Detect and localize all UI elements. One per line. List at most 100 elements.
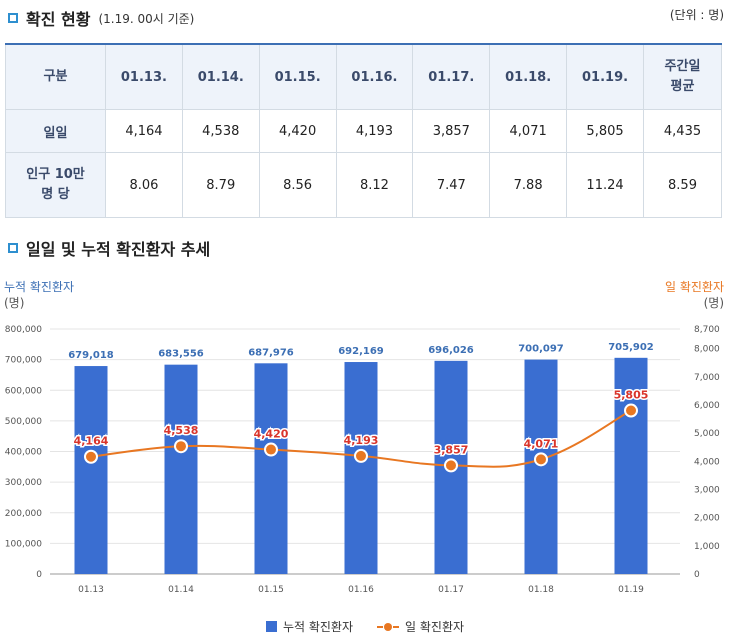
- table-cell: 11.24: [566, 152, 644, 218]
- right-axis-unit: (명): [703, 296, 724, 310]
- x-tick-label: 01.17: [438, 585, 464, 595]
- row-label: 인구 10만 명 당: [5, 152, 106, 218]
- square-bullet-icon: [8, 243, 18, 253]
- bar-data-label: 696,026: [428, 345, 474, 356]
- right-tick-label: 1,000: [694, 542, 720, 552]
- unit-label: (단위 : 명): [669, 8, 724, 22]
- bar-swatch-icon: [265, 621, 277, 632]
- left-tick-label: 300,000: [5, 478, 42, 488]
- line-data-label: 4,420: [254, 428, 289, 441]
- right-axis-name: 일 확진환자: [664, 280, 724, 294]
- section-subtitle: (1.19. 00시 기준): [98, 11, 195, 26]
- right-axis-title: 일 확진환자 (명): [665, 279, 724, 311]
- bar-cumulative: [74, 366, 108, 574]
- x-tick-label: 01.18: [528, 585, 554, 595]
- table-cell: 3,857: [412, 109, 491, 153]
- table-cell: 4,538: [181, 109, 260, 153]
- table-cell: 5,805: [566, 109, 644, 153]
- left-axis-name: 누적 확진환자: [4, 280, 75, 294]
- table-cell: 8.12: [335, 152, 414, 218]
- right-tick-label: 8,000: [694, 345, 720, 355]
- line-data-label: 5,805: [614, 389, 649, 402]
- section-title: 확진 현황: [26, 10, 91, 29]
- left-tick-label: 200,000: [5, 509, 42, 519]
- table-header-cell: 01.15.: [258, 43, 337, 110]
- line-data-label: 4,164: [74, 435, 109, 448]
- line-marker-icon: [377, 621, 400, 632]
- right-tick-label: 7,000: [694, 373, 720, 383]
- bar-cumulative: [164, 364, 198, 574]
- left-tick-label: 0: [36, 570, 42, 580]
- table-cell: 8.79: [181, 152, 260, 218]
- right-tick-label: 8,700: [694, 325, 720, 335]
- x-tick-label: 01.13: [78, 585, 104, 595]
- table-row: 일일 4,164 4,538 4,420 4,193 3,857 4,071 5…: [5, 109, 722, 153]
- section-header-trend: 일일 및 누적 확진환자 추세: [8, 236, 210, 260]
- line-point-daily: [444, 458, 458, 473]
- x-tick-label: 01.19: [618, 585, 644, 595]
- bar-cumulative: [524, 359, 558, 574]
- line-data-label: 4,538: [164, 424, 199, 437]
- x-tick-label: 01.15: [258, 585, 284, 595]
- line-point-daily: [624, 403, 638, 418]
- left-axis-title: 누적 확진환자 (명): [4, 279, 74, 311]
- right-tick-label: 2,000: [694, 514, 720, 524]
- left-tick-label: 500,000: [5, 417, 42, 427]
- bar-cumulative: [254, 363, 288, 574]
- table-cell: 8.56: [258, 152, 337, 218]
- legend-label: 누적 확진환자: [282, 620, 354, 634]
- line-data-label: 4,193: [344, 434, 379, 447]
- table-cell: 8.06: [105, 152, 183, 218]
- table-header-cell: 주간일 평균: [643, 43, 722, 110]
- table-header-cell: 구분: [5, 43, 106, 110]
- trend-chart: 0 100,000 200,000 300,000 400,000 500,000 600,…: [5, 325, 720, 595]
- bar-data-label: 679,018: [68, 350, 114, 361]
- section-title: 일일 및 누적 확진환자 추세: [26, 240, 211, 259]
- table-cell: 8.59: [643, 152, 722, 218]
- bar-data-label: 700,097: [518, 344, 564, 355]
- table-cell: 4,164: [105, 109, 183, 153]
- left-tick-label: 800,000: [5, 325, 42, 335]
- line-data-label: 3,857: [434, 443, 469, 456]
- bar-data-label: 692,169: [338, 346, 384, 357]
- x-tick-label: 01.16: [348, 585, 374, 595]
- bar-cumulative: [614, 357, 648, 574]
- line-point-daily: [84, 449, 98, 464]
- left-tick-label: 400,000: [5, 448, 42, 458]
- table-cell: 4,420: [258, 109, 337, 153]
- right-tick-label: 6,000: [694, 401, 720, 411]
- table-header-cell: 01.18.: [489, 43, 568, 110]
- table-header-cell: 01.19.: [566, 43, 644, 110]
- x-tick-label: 01.14: [168, 585, 194, 595]
- table-header-cell: 01.16.: [335, 43, 414, 110]
- right-tick-label: 5,000: [694, 429, 720, 439]
- table-header-cell: 01.13.: [105, 43, 183, 110]
- bar-data-label: 705,902: [608, 342, 654, 353]
- left-tick-label: 700,000: [5, 356, 42, 366]
- left-tick-label: 100,000: [5, 539, 42, 549]
- right-tick-label: 4,000: [694, 457, 720, 467]
- table-header-cell: 01.17.: [412, 43, 491, 110]
- row-label: 일일: [5, 109, 106, 153]
- section-header-status: 확진 현황 (1.19. 00시 기준): [8, 6, 194, 30]
- table-row: 인구 10만 명 당 8.06 8.79 8.56 8.12 7.47 7.88…: [5, 152, 722, 218]
- line-point-daily: [354, 448, 368, 463]
- right-tick-label: 0: [694, 570, 700, 580]
- left-axis-unit: (명): [4, 296, 25, 310]
- status-table: 구분 01.13. 01.14. 01.15. 01.16. 01.17. 01…: [5, 43, 722, 218]
- right-tick-label: 3,000: [694, 486, 720, 496]
- bar-cumulative: [344, 362, 378, 574]
- square-bullet-icon: [8, 13, 18, 23]
- line-point-daily: [174, 439, 188, 454]
- table-cell: 4,193: [335, 109, 414, 153]
- legend-item-daily: 일 확진환자: [377, 618, 464, 635]
- table-header-row: 구분 01.13. 01.14. 01.15. 01.16. 01.17. 01…: [5, 43, 722, 110]
- line-data-label: 4,071: [524, 437, 559, 450]
- table-header-cell: 01.14.: [181, 43, 260, 110]
- chart-legend: 누적 확진환자 일 확진환자: [0, 618, 730, 635]
- line-point-daily: [534, 452, 548, 467]
- legend-label: 일 확진환자: [405, 620, 465, 634]
- left-tick-label: 600,000: [5, 386, 42, 396]
- legend-item-cumulative: 누적 확진환자: [265, 618, 354, 635]
- bar-data-label: 687,976: [248, 347, 294, 358]
